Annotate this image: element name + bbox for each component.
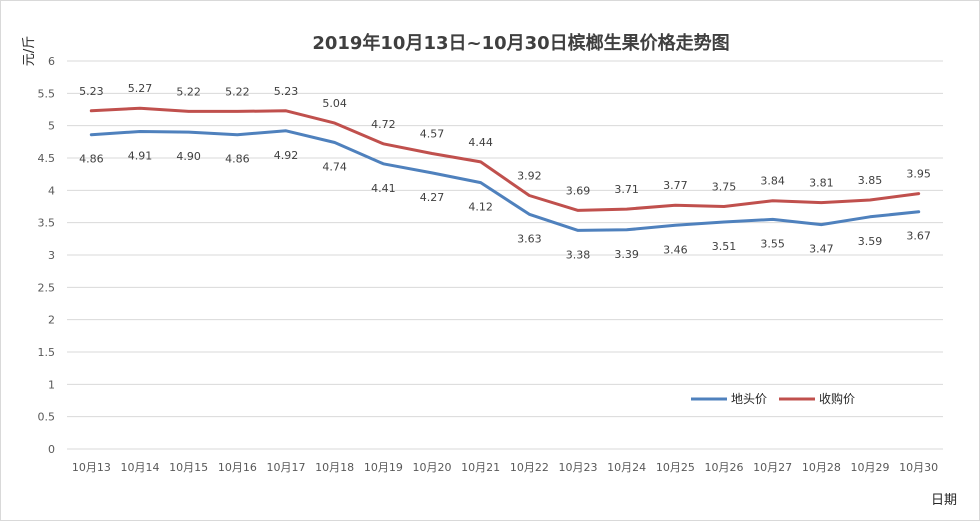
- x-tick-label: 10月28: [802, 461, 841, 474]
- data-label: 3.69: [566, 184, 591, 197]
- y-axis-ticks: 0 0.5 1 1.5 2 2.5 3 3.5 4 4.5 5 5.5 6: [38, 55, 56, 456]
- data-label: 4.72: [371, 118, 396, 131]
- data-label: 4.86: [79, 153, 104, 166]
- data-label: 5.04: [322, 97, 347, 110]
- data-label: 3.63: [517, 232, 542, 245]
- y-tick-label: 2.5: [38, 281, 56, 294]
- y-axis-label: 元/斤: [22, 36, 37, 66]
- data-label: 5.22: [225, 85, 250, 98]
- data-label: 3.85: [858, 174, 883, 187]
- y-tick-label: 4: [48, 184, 55, 197]
- y-tick-label: 5: [48, 120, 55, 133]
- series-line-ground-price: [89, 129, 921, 232]
- data-label: 3.38: [566, 248, 591, 261]
- x-tick-label: 10月14: [121, 461, 160, 474]
- series-line-purchase-price: [89, 106, 921, 212]
- y-tick-label: 0: [48, 443, 55, 456]
- y-tick-label: 5.5: [38, 87, 56, 100]
- data-label: 3.84: [760, 175, 785, 188]
- data-label: 4.12: [468, 201, 493, 214]
- x-tick-label: 10月16: [218, 461, 257, 474]
- x-tick-label: 10月26: [705, 461, 744, 474]
- x-tick-label: 10月21: [461, 461, 500, 474]
- data-label: 3.95: [906, 168, 931, 181]
- data-label: 3.46: [663, 243, 688, 256]
- x-tick-label: 10月23: [559, 461, 598, 474]
- x-tick-label: 10月17: [267, 461, 306, 474]
- data-label: 3.81: [809, 177, 834, 190]
- data-label: 3.55: [760, 237, 785, 250]
- data-label: 4.41: [371, 182, 396, 195]
- x-axis-label: 日期: [931, 493, 957, 508]
- gridlines: [67, 60, 943, 450]
- x-tick-label: 10月20: [413, 461, 452, 474]
- chart-title: 2019年10月13日~10月30日槟榔生果价格走势图: [312, 32, 729, 54]
- x-tick-label: 10月29: [851, 461, 890, 474]
- legend-label: 地头价: [731, 392, 767, 406]
- x-tick-label: 10月18: [315, 461, 354, 474]
- data-label: 4.74: [322, 160, 347, 173]
- data-label: 3.77: [663, 179, 688, 192]
- y-tick-label: 1.5: [38, 346, 56, 359]
- data-label: 4.91: [128, 149, 153, 162]
- x-tick-label: 10月15: [169, 461, 208, 474]
- x-tick-label: 10月19: [364, 461, 403, 474]
- data-label: 3.71: [614, 183, 639, 196]
- legend: 地头价 收购价: [691, 391, 855, 406]
- data-label: 3.59: [858, 235, 883, 248]
- data-label: 3.47: [809, 243, 834, 256]
- x-tick-label: 10月24: [607, 461, 646, 474]
- data-label: 3.67: [906, 230, 931, 243]
- y-tick-label: 6: [48, 55, 55, 68]
- y-tick-label: 3.5: [38, 217, 56, 230]
- y-tick-label: 2: [48, 314, 55, 327]
- data-label: 5.23: [274, 85, 299, 98]
- data-label: 4.57: [420, 127, 445, 140]
- data-label: 4.44: [468, 136, 493, 149]
- data-label: 4.27: [420, 191, 445, 204]
- x-tick-label: 10月22: [510, 461, 549, 474]
- x-tick-label: 10月30: [899, 461, 938, 474]
- x-axis-ticks: 10月13 10月14 10月15 10月16 10月17 10月18 10月19 10月20…: [72, 461, 938, 474]
- y-tick-label: 4.5: [38, 152, 56, 165]
- data-label: 5.23: [79, 85, 104, 98]
- data-label: 5.27: [128, 82, 153, 95]
- y-tick-label: 1: [48, 378, 55, 391]
- x-tick-label: 10月25: [656, 461, 695, 474]
- y-tick-label: 3: [48, 249, 55, 262]
- data-labels: 4.86 4.91 4.90 4.86 4.92 4.74 4.41 4.27 4.12 3.63…: [79, 82, 931, 261]
- y-tick-label: 0.5: [38, 411, 56, 424]
- series-lines: [89, 106, 921, 232]
- data-label: 4.92: [274, 149, 299, 162]
- data-label: 3.75: [712, 181, 737, 194]
- data-label: 5.22: [176, 85, 201, 98]
- data-label: 4.90: [176, 150, 201, 163]
- data-label: 4.86: [225, 153, 250, 166]
- data-label: 3.39: [614, 248, 639, 261]
- legend-label: 收购价: [819, 391, 855, 406]
- data-label: 3.51: [712, 240, 737, 253]
- x-tick-label: 10月13: [72, 461, 111, 474]
- data-label: 3.92: [517, 170, 542, 183]
- x-tick-label: 10月27: [753, 461, 792, 474]
